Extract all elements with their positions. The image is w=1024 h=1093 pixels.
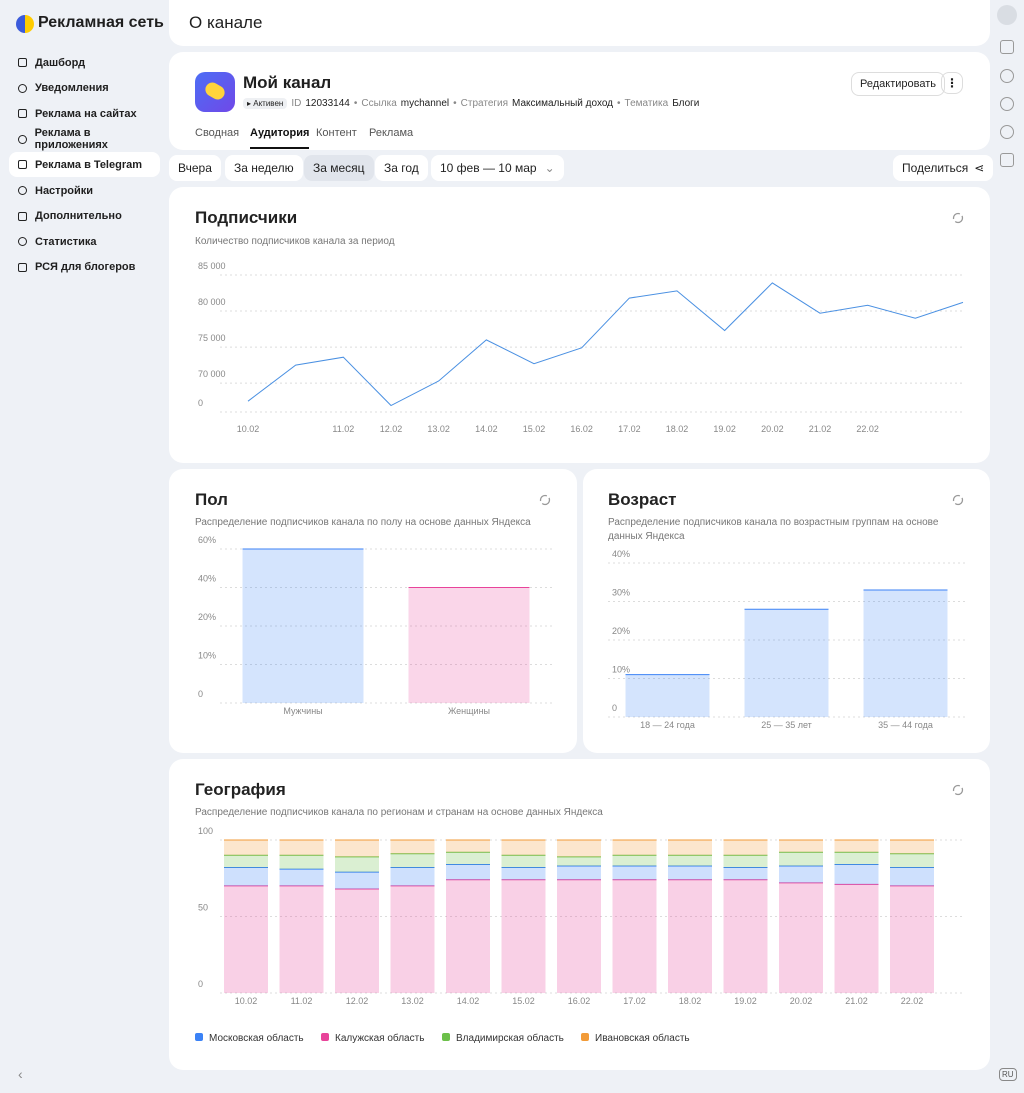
avatar[interactable] xyxy=(997,5,1017,25)
tab[interactable]: Реклама xyxy=(369,127,414,139)
help-icon[interactable] xyxy=(1000,125,1014,139)
date-range-text: 10 фев — 10 мар xyxy=(440,161,537,175)
chart-subtitle: Распределение подписчиков канала по возр… xyxy=(608,517,939,542)
sidebar-icon xyxy=(18,134,27,144)
sidebar-icon xyxy=(18,186,27,195)
chart-title: Подписчики xyxy=(195,208,298,227)
api-icon[interactable] xyxy=(1000,153,1014,167)
page-title: О канале xyxy=(189,13,263,32)
chart-subtitle: Распределение подписчиков канала по полу… xyxy=(195,517,531,528)
share-text: Поделиться xyxy=(902,161,969,175)
more-button[interactable]: ⋮ xyxy=(941,72,963,94)
sidebar-item[interactable]: Статистика xyxy=(9,229,160,254)
channel-name: Мой канал xyxy=(243,73,332,92)
sidebar-icon xyxy=(18,83,27,93)
channel-avatar xyxy=(195,72,235,112)
sidebar-icon xyxy=(18,237,27,247)
geo-card xyxy=(169,759,990,1070)
sidebar-icon xyxy=(18,109,27,119)
sidebar-label: Дополнительно xyxy=(35,210,122,223)
chart-title: Возраст xyxy=(608,490,677,509)
sidebar-label: Реклама в приложениях xyxy=(34,127,108,152)
chat-icon[interactable] xyxy=(1000,97,1014,111)
sidebar-icon xyxy=(18,262,27,272)
header-card: О канале xyxy=(169,0,990,46)
gender-card xyxy=(169,469,577,753)
period-button[interactable]: Вчера xyxy=(169,155,221,181)
sidebar-icon xyxy=(18,211,27,221)
bell-icon[interactable] xyxy=(1000,69,1014,83)
strategy: Максимальный доход xyxy=(512,98,614,109)
logo-icon xyxy=(16,15,34,33)
period-button[interactable]: За неделю xyxy=(225,155,303,181)
age-card xyxy=(583,469,990,753)
status-badge: ▸ Активен xyxy=(243,98,288,109)
sidebar-item[interactable]: РСЯ для блогеров xyxy=(9,255,160,280)
period-button[interactable]: За месяц xyxy=(304,155,374,181)
tab[interactable]: Сводная xyxy=(195,127,240,139)
lang[interactable]: RU xyxy=(999,1068,1017,1081)
subscribers-card xyxy=(169,187,990,463)
sidebar-item[interactable]: Настройки xyxy=(9,178,160,203)
id-label: ID xyxy=(291,98,302,109)
chart-subtitle: Распределение подписчиков канала по реги… xyxy=(195,807,603,818)
collapse[interactable]: ‹ xyxy=(18,1066,23,1082)
status: Активен xyxy=(253,99,284,108)
period-button[interactable]: За год xyxy=(375,155,428,181)
share-button[interactable]: Поделиться ⋖ xyxy=(893,155,994,181)
sidebar-item[interactable]: Реклама на сайтах xyxy=(9,101,160,126)
sidebar-label: Дашборд xyxy=(35,56,86,69)
sidebar-icon xyxy=(18,58,27,67)
like-icon[interactable] xyxy=(1000,40,1014,54)
sidebar-label: Реклама в Telegram xyxy=(35,158,143,171)
sidebar-label: Статистика xyxy=(35,235,97,248)
sidebar-label: РСЯ для блогеров xyxy=(35,261,136,274)
edit-button[interactable]: Редактировать xyxy=(851,72,945,96)
logo-text[interactable]: Рекламная сеть xyxy=(38,14,164,31)
sidebar-label: Настройки xyxy=(35,184,94,197)
channel-meta: ▸ Активен ID 12033144 • Ссылка mychannel • С… xyxy=(243,98,699,109)
sidebar-item[interactable]: Дашборд xyxy=(9,50,160,75)
strategy-label: Стратегия xyxy=(460,98,509,109)
sidebar-item[interactable]: Реклама в приложениях xyxy=(9,127,160,152)
topic: Блоги xyxy=(672,98,700,109)
chart-subtitle: Количество подписчиков канала за период xyxy=(195,236,395,247)
chart-title: Пол xyxy=(195,490,228,509)
tab[interactable]: Аудитория xyxy=(250,127,310,149)
sidebar-label: Реклама на сайтах xyxy=(35,107,137,120)
topic-label: Тематика xyxy=(624,98,669,109)
chart-title: География xyxy=(195,780,286,799)
date-range[interactable]: 10 фев — 10 мар ⌄ xyxy=(431,155,564,181)
id: 12033144 xyxy=(305,98,350,109)
tab[interactable]: Контент xyxy=(316,127,357,139)
link[interactable]: mychannel xyxy=(400,98,450,109)
sidebar-item[interactable]: Уведомления xyxy=(9,76,160,101)
sidebar-item[interactable]: Дополнительно xyxy=(9,204,160,229)
sidebar-label: Уведомления xyxy=(35,82,109,95)
sidebar-icon xyxy=(18,160,27,170)
link-label: Ссылка xyxy=(361,98,397,109)
channel-card: Мой канал ▸ Активен ID 12033144 • Ссылка my… xyxy=(169,52,990,150)
sidebar-item[interactable]: Реклама в Telegram xyxy=(9,152,160,178)
